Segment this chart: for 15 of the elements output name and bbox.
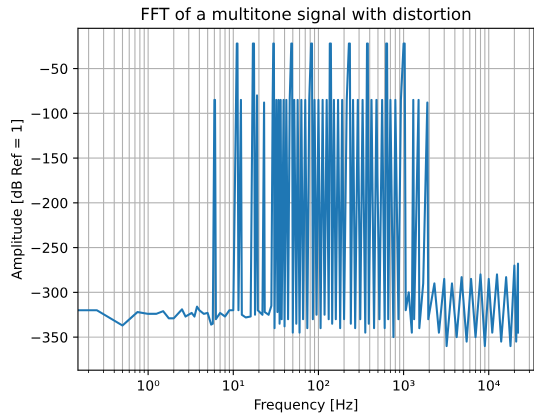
chart-title: FFT of a multitone signal with distortion (142, 7, 470, 24)
x-tick-label: 10² (308, 380, 330, 391)
x-tick-label: 10³ (393, 380, 415, 391)
y-tick-label: −350 (32, 332, 68, 343)
y-tick-label: −50 (40, 64, 68, 74)
x-tick-label: 10⁴ (478, 380, 500, 391)
y-tick-label: −150 (32, 153, 68, 164)
y-tick-label: −200 (32, 198, 68, 208)
y-tick-label: −250 (32, 242, 68, 254)
x-tick-label: 10⁰ (138, 380, 160, 391)
x-tick-label: 10¹ (223, 380, 244, 391)
x-axis-title: Frequency [Hz] (254, 398, 358, 412)
y-axis-title: Amplitude [dB Ref = 1] (11, 120, 25, 280)
y-tick-label: −300 (32, 287, 68, 298)
y-tick-label: −100 (32, 108, 68, 119)
